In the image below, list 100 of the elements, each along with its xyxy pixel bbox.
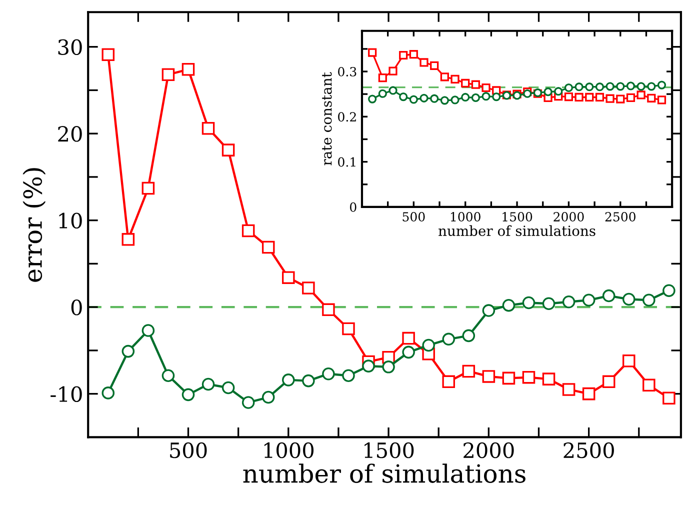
point — [622, 292, 636, 306]
point — [262, 390, 275, 404]
point — [102, 48, 115, 62]
point — [222, 144, 235, 156]
point — [202, 378, 215, 391]
point — [502, 372, 516, 385]
point — [342, 369, 355, 382]
point — [368, 94, 377, 104]
y-tick-label: 0.2 — [338, 112, 356, 122]
point — [388, 86, 398, 95]
point — [450, 74, 460, 84]
point — [482, 370, 496, 383]
x-axis-title: number of simulations — [243, 464, 526, 483]
x-axis-title: number of simulations — [438, 225, 596, 236]
x-tick-label: 2500 — [605, 212, 636, 222]
y-tick-label: 0 — [350, 202, 356, 212]
point — [482, 83, 490, 92]
point — [616, 94, 625, 104]
point — [399, 50, 408, 60]
x-tick-label: 500 — [170, 442, 207, 458]
point — [409, 95, 418, 104]
point — [430, 61, 439, 70]
point — [122, 344, 135, 358]
point — [142, 182, 155, 195]
point — [626, 93, 636, 102]
y-tick-label: 10 — [59, 212, 82, 229]
y-axis-title: rate constant — [322, 72, 332, 166]
x-tick-label: 2500 — [564, 442, 614, 458]
point — [102, 386, 115, 400]
point — [378, 89, 387, 98]
point — [202, 122, 215, 135]
point — [282, 271, 295, 284]
point — [430, 94, 439, 103]
point — [322, 303, 335, 316]
x-tick-label: 1500 — [364, 442, 414, 458]
y-tick-label: -10 — [50, 386, 82, 402]
point — [502, 298, 516, 312]
x-tick-label: 2000 — [464, 442, 514, 458]
point — [544, 88, 552, 96]
point — [602, 375, 616, 388]
point — [657, 96, 666, 104]
point — [562, 383, 576, 396]
point — [420, 58, 428, 67]
point — [471, 93, 480, 102]
point — [582, 387, 596, 400]
point — [122, 233, 135, 246]
point — [595, 82, 604, 92]
point — [142, 324, 155, 337]
point — [368, 48, 377, 57]
point — [442, 375, 456, 388]
point — [564, 92, 574, 102]
point — [342, 322, 355, 336]
point — [657, 80, 666, 90]
point — [162, 68, 175, 81]
point — [461, 78, 470, 88]
point — [542, 297, 556, 310]
x-tick-label: 2000 — [554, 212, 584, 222]
point — [574, 82, 584, 92]
point — [602, 289, 616, 302]
point — [302, 282, 315, 294]
point — [595, 92, 604, 102]
point — [554, 87, 563, 96]
point — [378, 74, 387, 82]
point — [322, 367, 335, 380]
point — [162, 369, 175, 382]
x-tick-label: 500 — [402, 212, 425, 222]
point — [642, 294, 656, 307]
x-tick-label: 1500 — [502, 212, 532, 222]
point — [388, 66, 398, 76]
x-tick-label: 1000 — [264, 442, 314, 458]
point — [647, 94, 656, 102]
point — [471, 80, 480, 89]
point — [542, 372, 556, 386]
point — [182, 63, 195, 76]
point — [462, 329, 476, 342]
point — [492, 92, 501, 102]
point — [622, 354, 636, 368]
point — [522, 296, 536, 310]
point — [642, 378, 656, 392]
y-tick-label: 20 — [58, 126, 82, 142]
point — [482, 92, 490, 101]
point — [440, 72, 449, 82]
point — [522, 370, 536, 384]
point — [482, 304, 496, 317]
point — [582, 294, 596, 307]
y-tick-label: 0.3 — [338, 66, 356, 76]
point — [222, 381, 235, 394]
point — [585, 92, 594, 102]
point — [606, 82, 614, 91]
point — [564, 83, 574, 92]
point — [422, 338, 435, 352]
point — [442, 332, 456, 346]
point — [662, 392, 676, 405]
point — [636, 90, 646, 100]
point — [302, 374, 315, 388]
point — [626, 82, 636, 90]
point — [402, 332, 415, 345]
point — [440, 96, 449, 105]
point — [585, 82, 594, 92]
x-tick-label: 1000 — [450, 212, 480, 222]
